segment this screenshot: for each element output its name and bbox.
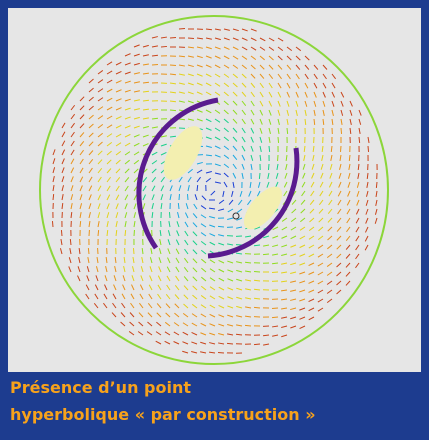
field-arrow: [52, 221, 53, 227]
field-arrow: [340, 146, 341, 152]
field-arrow: [88, 248, 89, 254]
field-arrow: [314, 119, 315, 125]
caption-line: Présence d’un point: [10, 378, 191, 397]
field-arrow: [359, 137, 360, 143]
field-arrow: [341, 128, 342, 134]
field-arrow: [53, 194, 54, 200]
field-arrow: [259, 173, 260, 179]
field-arrow: [161, 46, 167, 47]
field-arrow: [133, 248, 134, 254]
field-arrow: [169, 212, 170, 218]
field-arrow: [263, 254, 269, 255]
field-arrow: [187, 194, 188, 200]
field-arrow: [376, 182, 377, 188]
field-arrow: [170, 110, 176, 111]
field-arrow: [218, 352, 224, 353]
field-arrow: [272, 272, 278, 273]
field-arrow: [245, 325, 251, 326]
slide: Présence d’un point hyperbolique « par c…: [0, 0, 429, 440]
field-plot: [8, 8, 421, 372]
field-arrow: [178, 203, 179, 209]
field-arrow: [268, 164, 269, 170]
field-arrow: [287, 128, 288, 134]
field-arrow: [272, 317, 278, 318]
field-arrow: [170, 65, 176, 66]
field-arrow: [278, 137, 279, 143]
field-arrow: [152, 64, 158, 65]
field-arrow: [218, 226, 224, 227]
field-arrow: [269, 146, 270, 152]
field-arrow: [254, 307, 260, 308]
plot-background: [8, 8, 421, 372]
field-arrow: [254, 271, 260, 272]
field-arrow: [125, 230, 126, 236]
field-arrow: [227, 343, 233, 344]
caption-line: hyperbolique « par construction »: [10, 405, 316, 424]
field-arrow: [143, 91, 149, 92]
field-arrow: [70, 239, 71, 245]
field-arrow: [349, 155, 350, 161]
field-arrow: [98, 230, 99, 236]
field-arrow: [80, 221, 81, 227]
field-arrow: [254, 280, 260, 281]
field-arrow: [331, 146, 332, 152]
field-arrow: [368, 146, 369, 152]
field-arrow: [236, 334, 242, 335]
field-arrow: [197, 185, 198, 191]
field-arrow: [61, 230, 62, 236]
field-arrow: [254, 344, 260, 345]
